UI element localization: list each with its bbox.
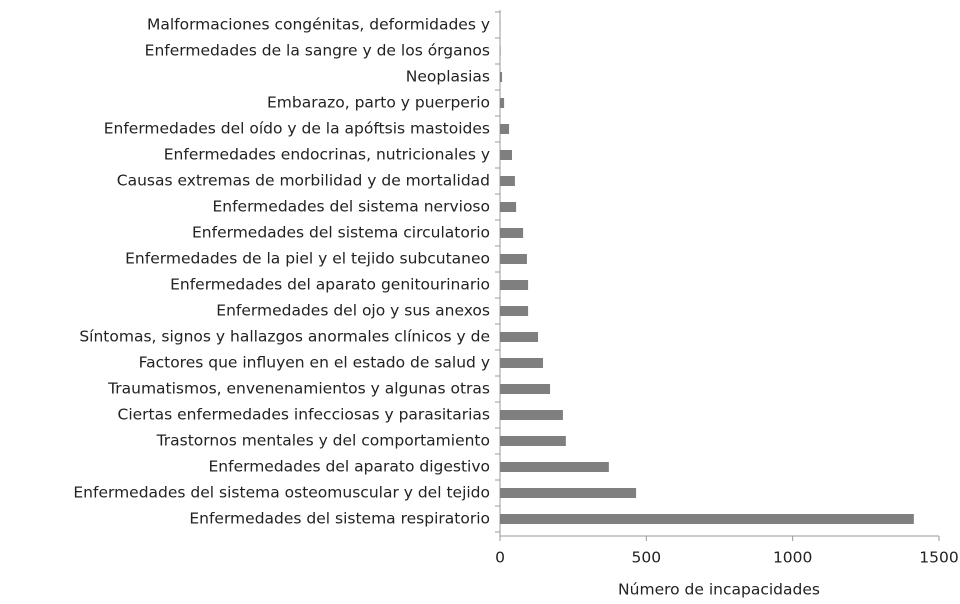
y-tick-label: Embarazo, parto y puerperio	[267, 94, 490, 112]
x-tick-label: 0	[495, 549, 505, 567]
bar	[500, 176, 515, 186]
bar	[500, 72, 503, 82]
y-tick-label: Enfermedades del aparato genitourinario	[170, 276, 490, 294]
y-tick-label: Trastornos mentales y del comportamiento	[156, 432, 490, 450]
y-tick-label: Enfermedades endocrinas, nutricionales y	[164, 146, 490, 164]
bar	[500, 332, 539, 342]
bar	[500, 306, 529, 316]
bar	[500, 358, 544, 368]
y-tick-label: Neoplasias	[406, 68, 490, 86]
y-tick-label: Enfermedades del sistema circulatorio	[192, 224, 490, 242]
bar	[500, 384, 551, 394]
y-tick-label: Enfermedades de la piel y el tejido subc…	[125, 250, 490, 268]
y-tick-label: Ciertas enfermedades infecciosas y paras…	[118, 406, 490, 424]
y-tick-label: Factores que influyen en el estado de sa…	[139, 354, 490, 372]
bar	[500, 124, 510, 134]
y-tick-label: Enfermedades del aparato digestivo	[209, 458, 491, 476]
y-tick-label: Malformaciones congénitas, deformidades …	[147, 16, 490, 34]
y-tick-label: Traumatismos, envenenamientos y algunas …	[107, 380, 490, 398]
bar	[500, 98, 505, 108]
x-tick-label: 500	[632, 549, 662, 567]
bar	[500, 150, 512, 160]
y-tick-label: Enfermedades de la sangre y de los órgan…	[145, 42, 490, 60]
y-tick-label: Causas extremas de morbilidad y de morta…	[117, 172, 490, 190]
bar	[500, 462, 609, 472]
y-tick-label: Enfermedades del sistema respiratorio	[189, 510, 490, 528]
bar	[500, 202, 517, 212]
x-axis-title: Número de incapacidades	[618, 581, 820, 599]
bar	[500, 488, 637, 498]
y-tick-label: Enfermedades del sistema nervioso	[212, 198, 490, 216]
bar	[500, 436, 566, 446]
bar	[500, 46, 501, 56]
bar	[500, 410, 563, 420]
bar	[500, 228, 524, 238]
bar	[500, 254, 527, 264]
bar	[500, 280, 529, 290]
y-tick-label: Enfermedades del oído y de la apóftsis m…	[104, 120, 490, 138]
y-tick-label: Síntomas, signos y hallazgos anormales c…	[79, 328, 490, 346]
bar	[500, 514, 914, 524]
y-tick-label: Enfermedades del ojo y sus anexos	[216, 302, 490, 320]
x-tick-label: 1500	[919, 549, 958, 567]
x-tick-label: 1000	[773, 549, 812, 567]
y-tick-label: Enfermedades del sistema osteomuscular y…	[73, 484, 490, 502]
